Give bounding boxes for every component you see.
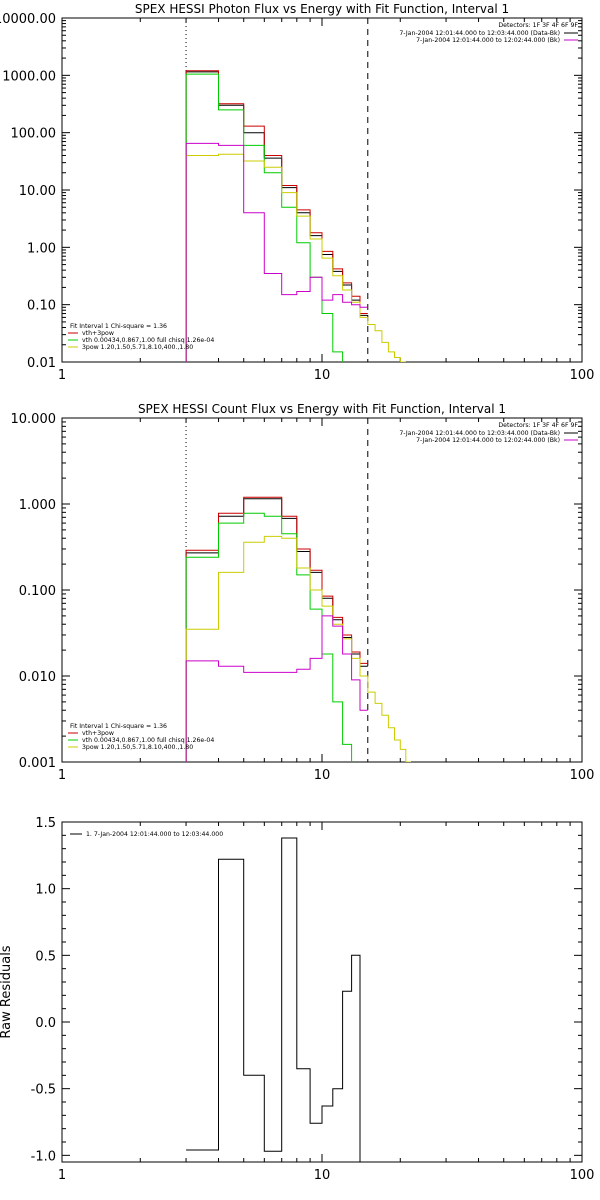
- header-time-label: 7-Jan-2004 12:01:44.000 to 12:03:44.000 …: [399, 30, 560, 37]
- legend-entry: vth 0.00434,0.867,1.00 full chisq 1.26e-…: [82, 737, 214, 744]
- x-tick-label: 1: [58, 768, 66, 783]
- series-group: [185, 496, 411, 762]
- y-tick-label: 1.00: [27, 241, 56, 256]
- series-line: [185, 142, 368, 362]
- y-tick-label: 10.00: [19, 184, 56, 199]
- series-line: [185, 73, 344, 362]
- detectors-label: Detectors: 1F 3F 4F 6F 9F: [498, 422, 578, 429]
- x-tick-label: 100: [570, 768, 595, 783]
- x-tick-label: 10: [314, 768, 331, 783]
- y-tick-label: 10000.00: [0, 12, 56, 27]
- y-tick-label: 1.5: [35, 816, 56, 831]
- header-time-label: 7-Jan-2004 12:01:44.000 to 12:02:44.000 …: [416, 437, 560, 444]
- y-tick-label: 0.10: [27, 299, 56, 314]
- y-tick-label: 0.010: [19, 670, 56, 685]
- y-tick-label: 1000.00: [2, 69, 56, 84]
- legend-entry: 1. 7-Jan-2004 12:01:44.000 to 12:03:44.0…: [86, 831, 223, 838]
- y-tick-label: 0.100: [19, 584, 56, 599]
- legend-entry: vth 0.00434,0.867,1.00 full chisq 1.26e-…: [82, 337, 214, 344]
- chart-title: SPEX HESSI Count Flux vs Energy with Fit…: [138, 402, 506, 416]
- y-axis-label: Raw Residuals: [0, 945, 14, 1038]
- chart-3: Raw Residuals 1 10 100 -1.0 -0.5 0.0 0.5 1.0 1.5 1…: [0, 816, 594, 1183]
- y-tick-label: 0.5: [35, 949, 56, 964]
- y-tick-label: -1.0: [31, 1149, 56, 1164]
- chart-1: SPEX HESSI Photon Flux vs Energy with Fi…: [0, 2, 595, 383]
- x-tick-label: 1: [58, 368, 66, 383]
- series-line: [185, 70, 368, 362]
- y-tick-label: -0.5: [31, 1083, 56, 1098]
- y-tick-label: 1.0: [35, 883, 56, 898]
- x-tick-label: 100: [570, 368, 595, 383]
- detectors-label: Detectors: 1F 3F 4F 6F 9F: [498, 22, 578, 29]
- y-tick-label: 0.01: [27, 356, 56, 371]
- chart-title: SPEX HESSI Photon Flux vs Energy with Fi…: [135, 2, 509, 16]
- legend-entry: 3pow 1.20,1.50,5.71,8.10,400.,1.80: [82, 744, 193, 751]
- chart-2: SPEX HESSI Count Flux vs Energy with Fit…: [11, 402, 595, 783]
- series-line: [185, 71, 368, 362]
- y-tick-label: 0.0: [35, 1016, 56, 1031]
- y-tick-label: 10.000: [11, 412, 57, 427]
- series-line: [185, 496, 368, 762]
- y-tick-label: 0.001: [19, 756, 56, 771]
- y-tick-label: 100.00: [11, 127, 57, 142]
- y-tick-label: 1.000: [19, 498, 56, 513]
- legend-entry: vth+3pow: [82, 330, 114, 337]
- x-tick-label: 10: [314, 1168, 331, 1183]
- x-tick-label: 10: [314, 368, 331, 383]
- series-line: [185, 512, 353, 762]
- legend-header: Fit Interval 1 Chi-square = 1.36: [70, 723, 167, 730]
- series-group: [186, 837, 361, 1162]
- legend-header: Fit Interval 1 Chi-square = 1.36: [70, 323, 167, 330]
- series-line: [186, 837, 361, 1162]
- legend-entry: vth+3pow: [82, 730, 114, 737]
- series-line: [185, 615, 368, 762]
- header-time-label: 7-Jan-2004 12:01:44.000 to 12:03:44.000 …: [399, 430, 560, 437]
- legend-entry: 3pow 1.20,1.50,5.71,8.10,400.,1.80: [82, 344, 193, 351]
- x-tick-label: 100: [570, 1168, 595, 1183]
- series-line: [185, 535, 411, 762]
- header-time-label: 7-Jan-2004 12:01:44.000 to 12:02:44.000 …: [416, 37, 560, 44]
- series-line: [185, 498, 368, 762]
- x-tick-label: 1: [58, 1168, 66, 1183]
- series-group: [185, 70, 406, 362]
- series-line: [185, 153, 406, 362]
